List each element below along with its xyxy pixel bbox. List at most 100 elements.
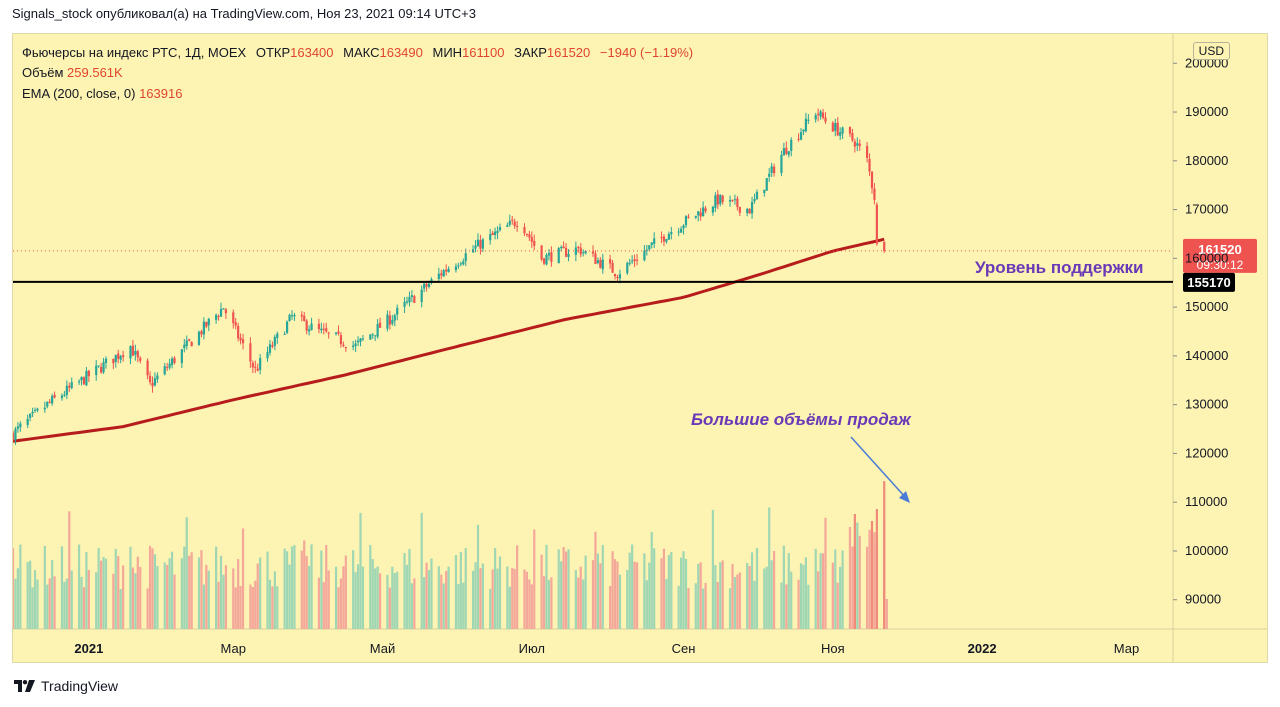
candle-body (459, 263, 462, 265)
y-tick-label: 130000 (1185, 397, 1228, 412)
tradingview-logo: TradingView (14, 678, 118, 694)
volume-bar (129, 546, 132, 629)
candle-body (525, 233, 529, 235)
ema-line (13, 237, 885, 443)
candle-body (117, 353, 120, 359)
candle-body (660, 237, 663, 239)
volume-bar (202, 584, 205, 629)
candle-body (782, 148, 785, 156)
volume-bar (868, 529, 871, 629)
candle-body (207, 318, 210, 326)
volume-bar (516, 545, 519, 629)
annotation-arrow-head (899, 491, 910, 503)
volume-bar (748, 566, 751, 629)
candle-body (545, 254, 548, 265)
volume-bar (471, 570, 475, 629)
candle-body (376, 323, 379, 337)
candle-body (677, 231, 680, 233)
volume-bar (633, 561, 636, 629)
volume-bar (523, 569, 526, 629)
volume-bar (148, 545, 152, 629)
candle-body (305, 320, 308, 331)
candle-body (716, 194, 719, 205)
legend-volume: Объём 259.561K (22, 65, 123, 80)
volume-bar (408, 549, 411, 629)
candle-body (408, 296, 411, 303)
volume-bar (596, 553, 599, 629)
candle-body (699, 212, 702, 217)
volume-bar (716, 581, 719, 629)
volume-bar (804, 557, 808, 629)
volume-bar (782, 545, 785, 629)
volume-bar (168, 558, 171, 629)
candle-body (474, 245, 477, 249)
candle-body (564, 247, 568, 257)
candle-body (354, 343, 357, 346)
volume-bar (317, 577, 321, 629)
candle-body (173, 357, 176, 363)
y-tick-label: 100000 (1185, 543, 1228, 558)
volume-bar (873, 532, 876, 629)
volume-bar (376, 566, 379, 629)
candle-body (425, 284, 428, 287)
candle-body (648, 245, 651, 250)
candle-body (268, 344, 272, 353)
volume-bar (16, 568, 19, 629)
volume-bar (97, 548, 100, 629)
candle-body (266, 352, 269, 359)
candle-body (46, 401, 49, 407)
volume-bar (582, 579, 585, 629)
candle-body (560, 247, 563, 249)
volume-bar (146, 588, 149, 629)
candle-body (609, 259, 612, 264)
volume-bar (352, 550, 355, 629)
volume-bar (156, 565, 159, 629)
volume-bar (234, 587, 237, 629)
candle-body (633, 259, 636, 262)
volume-bar (542, 576, 546, 629)
candle-body (684, 216, 688, 226)
candle-body (202, 321, 205, 335)
volume-bar (851, 546, 854, 629)
candle-body (628, 262, 631, 264)
volume-bar (790, 571, 793, 629)
volume-bar (215, 546, 218, 629)
candle-body (530, 237, 533, 242)
volume-bar (410, 583, 414, 629)
volume-bar (682, 551, 685, 629)
volume-bar (82, 587, 86, 629)
candle-body (427, 283, 431, 287)
y-tick-label: 90000 (1185, 592, 1221, 607)
legend-ohlc: Фьючерсы на индекс РТС, 1Д, MOEX ОТКР163… (22, 45, 693, 60)
volume-bar (650, 532, 653, 629)
x-tick-label: 2021 (74, 641, 103, 656)
candle-body (582, 252, 585, 254)
chart-panel[interactable]: Уровень поддержки Большие объёмы продаж 16… (12, 33, 1268, 663)
candle-body (702, 207, 705, 217)
volume-bar (513, 569, 516, 629)
candle-body (831, 122, 834, 132)
volume-bar (711, 509, 715, 629)
y-tick-label: 170000 (1185, 202, 1228, 217)
chart-canvas[interactable]: Уровень поддержки Большие объёмы продаж 16… (13, 34, 1268, 663)
volume-bar (354, 572, 357, 629)
candle-body (496, 230, 499, 233)
candle-body (875, 204, 878, 244)
candle-body (119, 356, 122, 360)
candle-body (577, 246, 580, 248)
candle-body (29, 413, 32, 418)
volume-bar (508, 586, 511, 629)
candle-body (378, 322, 382, 328)
volume-bar (662, 548, 666, 629)
volume-bar (339, 578, 343, 629)
currency-button[interactable]: USD (1192, 42, 1230, 60)
volume-bar (102, 557, 105, 629)
volume-bar (660, 558, 663, 629)
candle-body (856, 143, 859, 146)
volume-bar (117, 556, 120, 629)
volume-bar (205, 564, 208, 629)
volume-bar (848, 527, 852, 629)
candle-body (728, 199, 732, 202)
volume-bar (80, 576, 83, 629)
volume-bar (151, 548, 154, 629)
